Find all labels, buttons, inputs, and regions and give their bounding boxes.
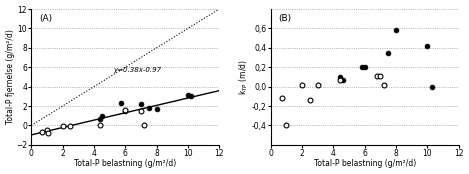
Y-axis label: k$_{TP}$ (m/d): k$_{TP}$ (m/d) [238,59,250,95]
Text: (B): (B) [278,14,291,23]
Text: y=0.38x-0.97: y=0.38x-0.97 [113,67,161,73]
X-axis label: Total-P belastning (g/m²/d): Total-P belastning (g/m²/d) [74,159,176,168]
Text: (A): (A) [39,14,52,23]
Y-axis label: Total-P fjernelse (g/m²/d): Total-P fjernelse (g/m²/d) [6,30,15,124]
X-axis label: Total-P belastning (g/m²/d): Total-P belastning (g/m²/d) [314,159,416,168]
